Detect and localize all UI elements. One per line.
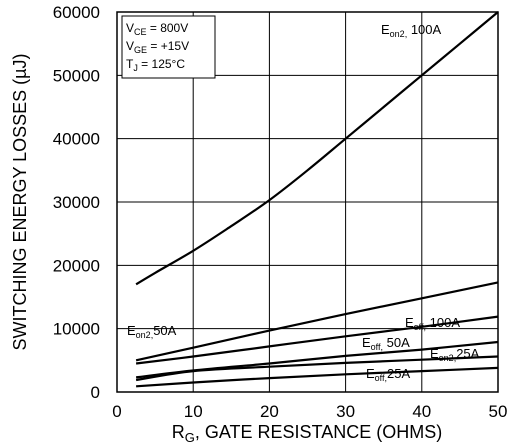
x-tick-label: 10: [184, 402, 203, 421]
condition-tj: TJ = 125°C: [126, 57, 185, 73]
x-tick-labels: 0 10 20 30 40 50: [112, 402, 507, 421]
series-line-eon2-50a: [135, 281, 499, 362]
label-eon2-25a: Eon2,25A: [430, 346, 480, 363]
label-eoff-50a: Eoff, 50A: [362, 335, 410, 352]
label-eoff-100a: Eoff, 100A: [405, 315, 460, 332]
series-line-eon2-25a: [135, 355, 499, 382]
data-curves: [135, 11, 499, 388]
y-tick-label: 40000: [53, 130, 100, 149]
series-line-eoff-25a: [136, 366, 499, 388]
y-tick-label: 0: [91, 383, 100, 402]
condition-vge: VGE = +15V: [126, 39, 189, 55]
condition-vce: VCE = 800V: [126, 21, 188, 37]
plot-frame: [116, 11, 499, 393]
y-tick-label: 50000: [53, 66, 100, 85]
label-eon2-50a: Eon2,50A: [127, 323, 177, 340]
x-tick-label: 0: [112, 402, 121, 421]
x-tick-label: 30: [336, 402, 355, 421]
series-line-eoff-100a: [135, 315, 499, 365]
y-tick-label: 10000: [53, 320, 100, 339]
x-tick-label: 50: [489, 402, 508, 421]
series-line-eon2-100a: [135, 11, 499, 286]
label-eoff-25a: Eoff,25A: [366, 366, 410, 383]
y-axis-title: SWITCHING ENERGY LOSSES (µJ): [10, 53, 30, 350]
conditions-frame: [121, 15, 216, 79]
y-tick-label: 60000: [53, 3, 100, 22]
y-tick-label: 20000: [53, 256, 100, 275]
conditions-box: VCE = 800V VGE = +15V TJ = 125°C: [121, 15, 216, 79]
x-tick-label: 20: [260, 402, 279, 421]
y-tick-labels: 0 10000 20000 30000 40000 50000 60000: [53, 3, 100, 402]
label-eon2-100a: Eon2, 100A: [381, 22, 442, 39]
x-axis-title: RG, GATE RESISTANCE (OHMS): [172, 422, 442, 445]
x-tick-label: 40: [412, 402, 431, 421]
y-tick-label: 30000: [53, 193, 100, 212]
